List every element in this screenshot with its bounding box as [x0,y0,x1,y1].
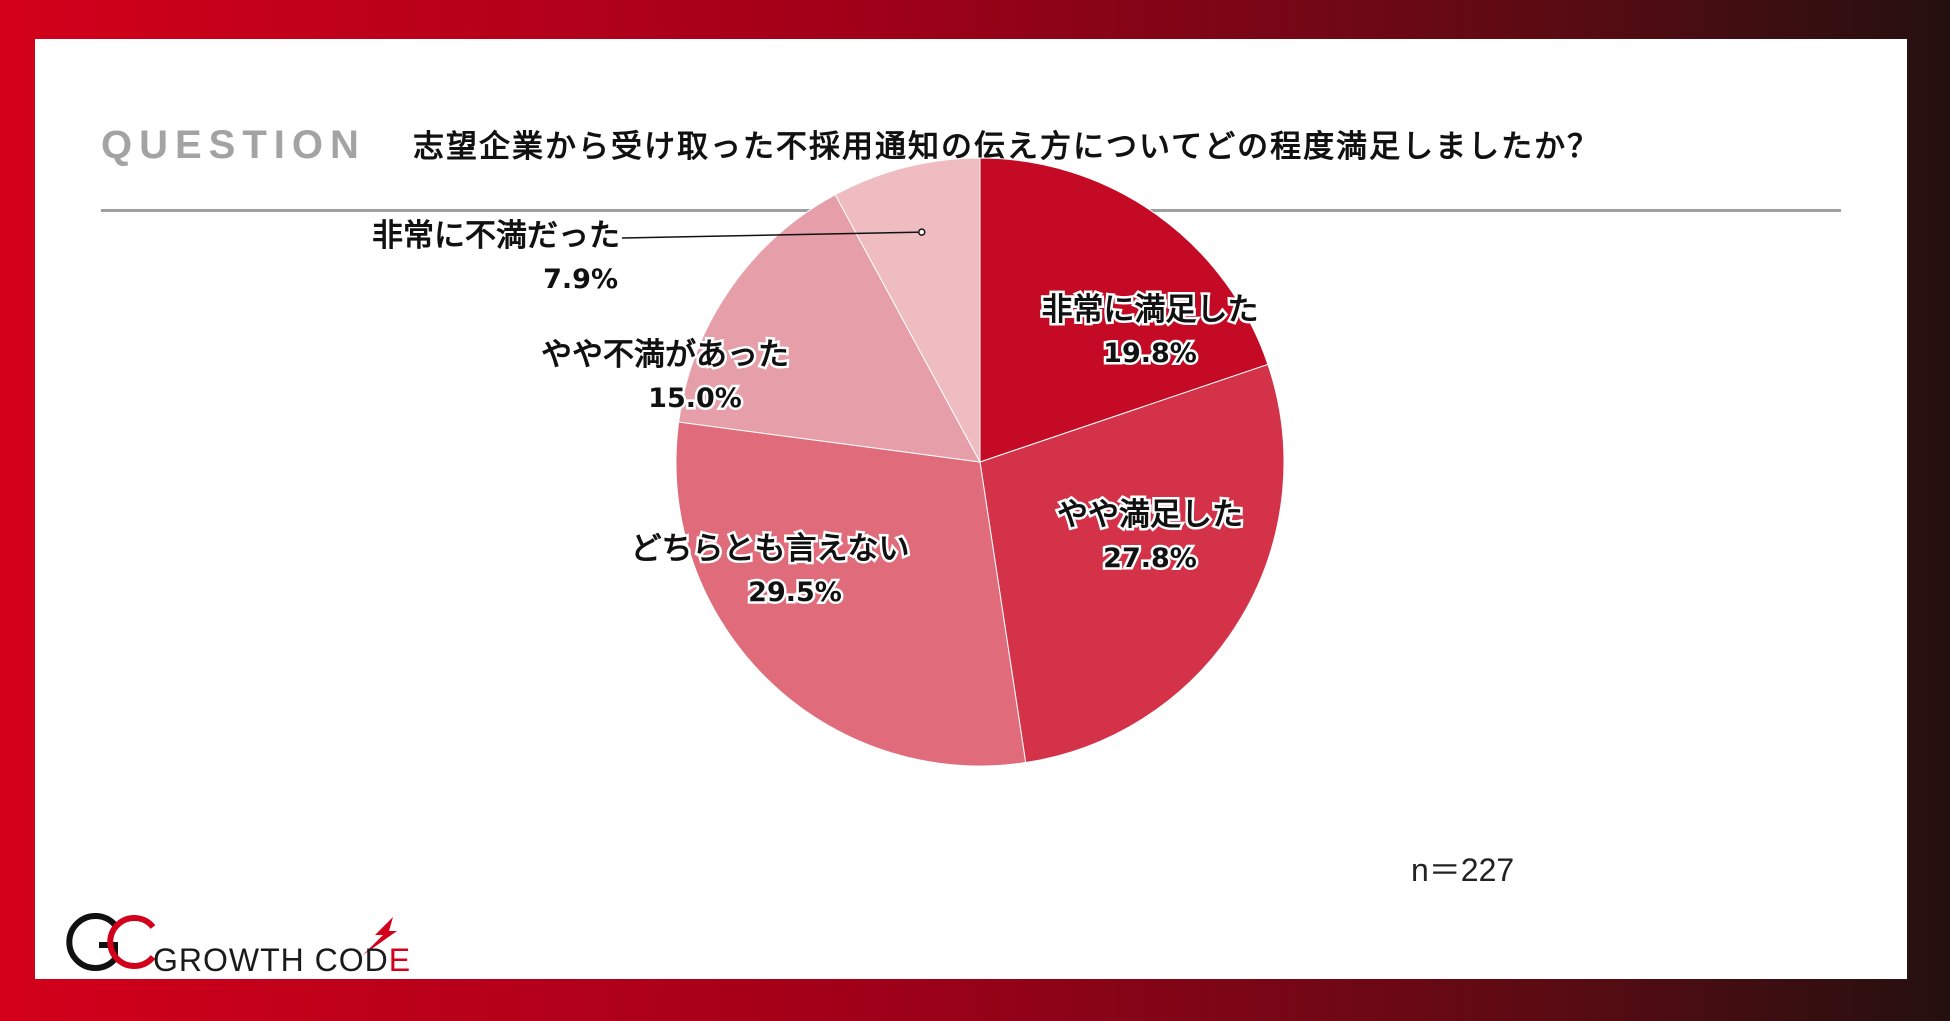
slice-value: 29.5% [748,577,842,608]
pie-slice-4 [678,194,981,463]
pie-slice-3 [675,421,1027,767]
pie-chart: 非常に満足した 19.8% やや満足した 27.8% どちらとも言えない 29.5% やや不… [370,157,1285,767]
brand-name: GROWTH CODE [153,942,411,979]
slice-value: 27.8% [1103,543,1197,574]
question-label: QUESTION [101,123,366,167]
brand-name-main: GROWTH COD [153,942,389,978]
pie-slice-2 [979,363,1285,764]
growth-code-logo-icon [66,913,397,971]
slice-label: やや満足した [1057,497,1243,533]
pie-slice-1 [979,157,1269,463]
sample-size: n＝227 [1411,852,1515,888]
leader-line [621,231,922,239]
leader-dot [918,228,926,236]
slice-label: やや不満があった [541,337,789,373]
slice-label: どちらとも言えない [631,531,910,567]
slice-value: 19.8% [1103,338,1197,369]
brand-name-accent: E [388,942,412,978]
pie-slice-5 [834,157,981,463]
slice-label: 非常に満足した [1042,292,1259,328]
slice-value: 15.0% [648,383,742,414]
content-panel: QUESTION 志望企業から受け取った不採用通知の伝え方についてどの程度満足し… [35,39,1907,979]
slice-label: 非常に不満だった [372,218,620,254]
slice-value: 7.9% [543,264,618,295]
